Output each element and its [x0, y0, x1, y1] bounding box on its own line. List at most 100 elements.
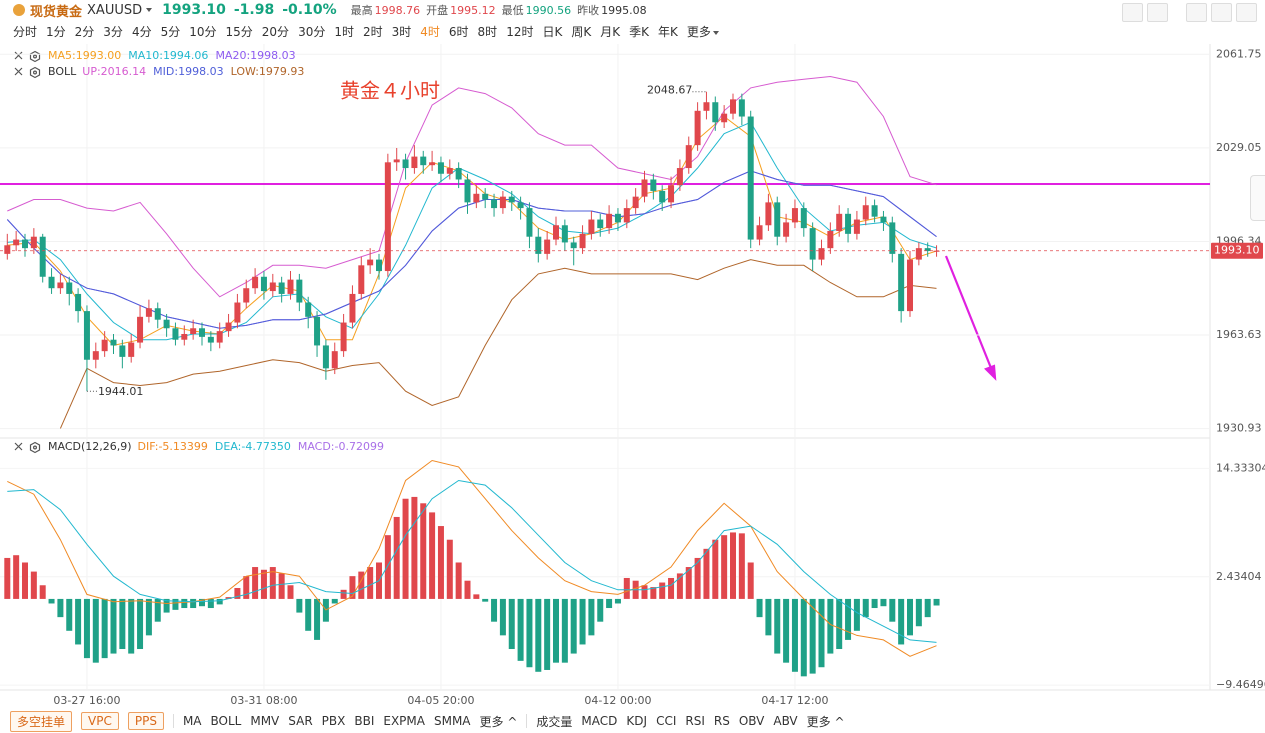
- timeframe[interactable]: 10分: [189, 25, 217, 39]
- tool-button[interactable]: [1147, 3, 1168, 22]
- candle-body: [92, 351, 99, 360]
- x-tick-label: 04-17 12:00: [761, 694, 828, 707]
- last-price: 1993.10: [162, 2, 226, 18]
- candle-body: [464, 179, 471, 203]
- separator: [172, 714, 174, 728]
- timeframe[interactable]: 2分: [74, 25, 95, 39]
- macd-bar: [411, 496, 418, 599]
- tool-chip[interactable]: PPS: [127, 712, 164, 730]
- candle-body: [22, 239, 28, 249]
- macd-bar: [800, 598, 807, 677]
- candle-body: [508, 196, 515, 203]
- macd-bar: [367, 567, 374, 599]
- indicator-toolbar: 多空挂单 VPC PPS MA BOLL MMV SAR PBX BBI EXPMA SMMA 更多 …: [10, 710, 845, 732]
- sub-indicator[interactable]: 更多 ^: [806, 714, 845, 729]
- candle-body: [349, 293, 356, 323]
- main-indicator[interactable]: BOLL: [210, 714, 242, 728]
- timeframe[interactable]: 5分: [160, 25, 181, 39]
- macd-bar: [384, 535, 391, 599]
- timeframe[interactable]: 15分: [225, 25, 253, 39]
- macd-bar: [889, 598, 896, 622]
- candle-body: [367, 259, 374, 266]
- timeframe[interactable]: 20分: [261, 25, 290, 39]
- tool-button[interactable]: [1236, 3, 1257, 22]
- timeframe[interactable]: 6时: [448, 25, 469, 39]
- timeframe[interactable]: 3分: [103, 25, 123, 39]
- sub-indicator[interactable]: ABV: [773, 714, 798, 728]
- candle-body: [747, 116, 754, 240]
- candle-body: [473, 193, 480, 203]
- timeframe[interactable]: 3时: [391, 25, 412, 39]
- timeframe[interactable]: 周K: [571, 25, 592, 39]
- candle-body: [314, 316, 321, 346]
- candle-body: [721, 113, 728, 123]
- candle-body: [48, 276, 55, 289]
- tool-button[interactable]: [1211, 3, 1232, 22]
- macd-bar: [535, 598, 542, 672]
- main-indicator[interactable]: MMV: [250, 714, 280, 728]
- candle-body: [296, 279, 303, 303]
- candle-body: [110, 339, 117, 346]
- candle-body: [393, 159, 400, 163]
- high-annotation: 2048.67: [647, 84, 693, 97]
- timeframe[interactable]: 年K: [657, 25, 678, 39]
- timeframe[interactable]: 8时: [477, 25, 498, 39]
- candle-body: [66, 282, 73, 294]
- candle-body: [853, 219, 860, 234]
- tool-chip[interactable]: VPC: [81, 712, 119, 730]
- timeframe[interactable]: 12时: [506, 25, 534, 39]
- macd-bar: [597, 598, 604, 622]
- tool-button[interactable]: [1186, 3, 1207, 22]
- symbol-name: 现货黄金: [30, 4, 83, 20]
- sub-indicator[interactable]: OBV: [738, 714, 765, 728]
- macd-bar: [614, 598, 621, 604]
- legend-icons: [14, 50, 41, 454]
- timeframe[interactable]: 30分: [298, 25, 326, 39]
- tool-button[interactable]: [1122, 3, 1143, 22]
- timeframe[interactable]: 2时: [362, 25, 383, 39]
- candle-body: [862, 205, 869, 220]
- x-tick-label: 04-12 00:00: [584, 694, 651, 707]
- sub-indicator[interactable]: CCI: [656, 714, 677, 728]
- candle-body: [880, 216, 887, 223]
- candle-body: [190, 328, 197, 334]
- candle-body: [898, 253, 905, 312]
- symbol-dropdown[interactable]: [146, 8, 153, 12]
- main-indicator[interactable]: MA: [182, 714, 202, 728]
- timeframe[interactable]: 4分: [131, 25, 152, 39]
- sub-indicator[interactable]: 成交量: [536, 714, 573, 729]
- timeframe[interactable]: 1时: [334, 25, 354, 39]
- macd-bar: [730, 532, 736, 599]
- tool-chip[interactable]: 多空挂单: [10, 710, 73, 732]
- sub-indicator[interactable]: RSI: [685, 714, 705, 728]
- symbol-code[interactable]: XAUUSD: [87, 2, 143, 18]
- main-indicator[interactable]: BBI: [354, 714, 375, 728]
- timeframe[interactable]: 月K: [600, 25, 621, 39]
- main-indicator[interactable]: PBX: [321, 714, 346, 728]
- macd-bar: [774, 598, 781, 654]
- side-panel-toggle[interactable]: [1250, 175, 1265, 221]
- macd-bar: [437, 526, 444, 599]
- timeframe[interactable]: 更多: [687, 23, 719, 40]
- candle-body: [694, 110, 701, 146]
- main-indicator[interactable]: EXPMA: [383, 714, 425, 728]
- macd-bar: [110, 598, 117, 654]
- legend-entry: UP:2016.14: [82, 65, 146, 78]
- legend-label: MACD(12,26,9): [48, 440, 132, 453]
- timeframe[interactable]: 4时: [420, 25, 440, 39]
- main-indicator[interactable]: SAR: [288, 714, 313, 728]
- timeframe[interactable]: 1分: [46, 25, 66, 39]
- trend-arrow: [944, 255, 997, 381]
- close-icon[interactable]: [14, 51, 23, 451]
- candle-body: [738, 99, 745, 117]
- timeframe[interactable]: 季K: [629, 25, 649, 39]
- main-indicator[interactable]: SMMA: [433, 714, 471, 728]
- sub-indicator[interactable]: KDJ: [626, 714, 648, 728]
- main-indicator[interactable]: 更多 ^: [479, 714, 518, 729]
- timeframe[interactable]: 日K: [542, 25, 563, 39]
- sub-indicator[interactable]: MACD: [581, 714, 618, 728]
- candle-body: [287, 279, 294, 294]
- sub-indicator[interactable]: RS: [713, 714, 730, 728]
- macd-bar: [190, 598, 197, 609]
- timeframe[interactable]: 分时: [13, 25, 38, 39]
